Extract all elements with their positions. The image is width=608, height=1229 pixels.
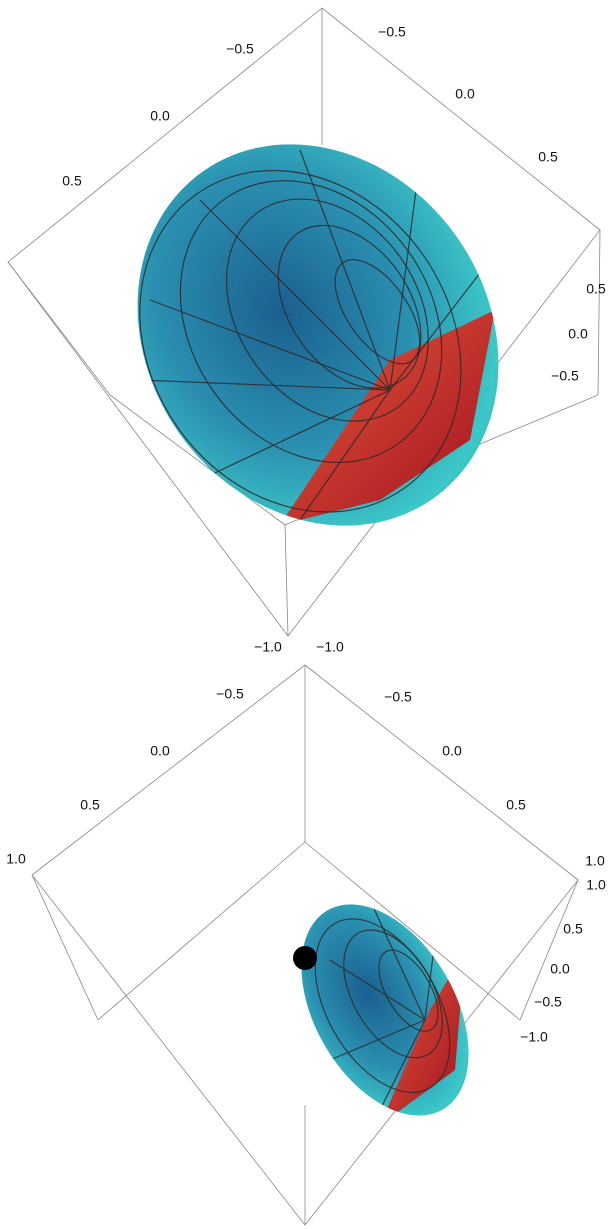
tick-label: 0.0 — [550, 961, 570, 977]
tick-label: 0.0 — [442, 743, 462, 759]
plot-box — [31, 664, 579, 1226]
tick-label: 0.0 — [150, 743, 170, 759]
tick-label: −0.5 — [534, 994, 562, 1010]
surface — [293, 899, 469, 1125]
tick-label: −1.0 — [254, 639, 282, 655]
tick-label: 0.5 — [62, 173, 82, 189]
tick-label: −0.5 — [226, 41, 254, 57]
tick-label: 0.0 — [150, 108, 170, 124]
tick-label: −0.5 — [216, 686, 244, 702]
tick-label: 0.5 — [538, 149, 558, 165]
tick-label: −0.5 — [384, 689, 412, 705]
tick-label: 0.5 — [586, 281, 606, 297]
tick-label: 1.0 — [586, 877, 606, 893]
tick-label: 0.5 — [506, 797, 526, 813]
tick-label: −0.5 — [378, 24, 406, 40]
tick-label: 1.0 — [585, 853, 605, 869]
tick-label: 0.0 — [455, 86, 475, 102]
tick-label: −1.0 — [520, 1029, 548, 1045]
tick-label: 1.0 — [6, 851, 26, 867]
tick-label: 0.5 — [80, 797, 100, 813]
tick-label: −0.5 — [551, 368, 579, 384]
tick-label: −1.0 — [316, 639, 344, 655]
surface — [137, 144, 499, 526]
tick-label: 0.0 — [568, 326, 588, 342]
tick-label: 0.5 — [563, 921, 583, 937]
